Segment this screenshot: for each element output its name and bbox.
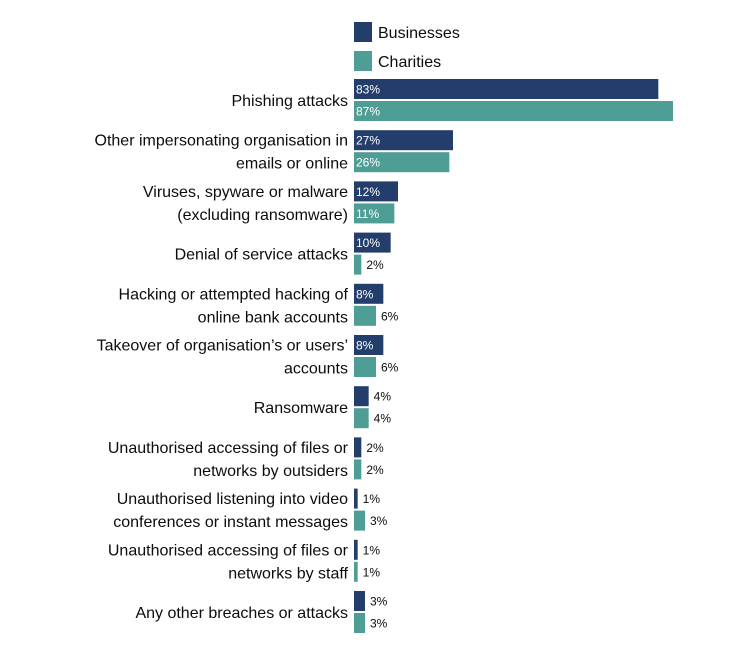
bars: 83% 87% 27% 26% 12% 11% 10% 2% 8% 6% 8% 6% 4% 4% 2% 2% 1… bbox=[354, 79, 673, 633]
category-label-line: (excluding ransomware) bbox=[177, 207, 348, 224]
bar-charities bbox=[354, 305, 376, 326]
category-label: Other impersonating organisation in email… bbox=[95, 133, 349, 173]
data-label-businesses: 3% bbox=[370, 595, 388, 609]
legend-label-charities: Charities bbox=[378, 54, 441, 71]
category-label-line: networks by staff bbox=[228, 565, 348, 582]
bar-businesses bbox=[354, 79, 659, 99]
bar-charities bbox=[354, 510, 365, 531]
category-label-line: Other impersonating organisation in bbox=[95, 133, 348, 150]
data-label-charities: 1% bbox=[363, 565, 381, 579]
bar-charities bbox=[354, 561, 358, 582]
data-label-businesses: 83% bbox=[356, 83, 380, 97]
category-label-line: Phishing attacks bbox=[231, 93, 348, 110]
bar-businesses bbox=[354, 283, 384, 304]
category-label: Any other breaches or attacks bbox=[135, 605, 348, 622]
category-label-line: Any other breaches or attacks bbox=[135, 605, 348, 622]
bar-businesses bbox=[354, 232, 391, 253]
data-label-charities: 11% bbox=[356, 207, 379, 221]
bar-charities bbox=[354, 254, 362, 275]
category-label-line: conferences or instant messages bbox=[113, 514, 348, 531]
category-label-line: Denial of service attacks bbox=[175, 247, 348, 264]
category-label-line: online bank accounts bbox=[198, 309, 348, 326]
bar-charities bbox=[354, 613, 365, 633]
category-label-line: Takeover of organisation’s or users’ bbox=[97, 338, 348, 355]
category-label-line: emails or online bbox=[236, 156, 348, 173]
data-label-charities: 2% bbox=[366, 463, 384, 477]
bar-charities bbox=[354, 408, 369, 429]
bar-businesses bbox=[354, 437, 362, 458]
bar-charities bbox=[354, 357, 376, 377]
data-label-charities: 2% bbox=[366, 258, 384, 272]
data-label-charities: 26% bbox=[356, 156, 380, 170]
data-label-charities: 4% bbox=[374, 412, 392, 426]
category-label: Denial of service attacks bbox=[175, 247, 348, 264]
bar-businesses bbox=[354, 591, 365, 611]
data-label-businesses: 4% bbox=[374, 390, 392, 404]
bar-charities bbox=[354, 459, 362, 480]
bar-businesses bbox=[354, 130, 453, 151]
bar-charities bbox=[354, 101, 673, 121]
data-label-businesses: 12% bbox=[356, 185, 380, 199]
category-label: Unauthorised accessing of files or networ… bbox=[108, 542, 349, 582]
category-label-line: Hacking or attempted hacking of bbox=[119, 286, 349, 303]
bar-businesses bbox=[354, 386, 369, 407]
category-label: Ransomware bbox=[254, 400, 348, 417]
data-label-charities: 3% bbox=[370, 514, 388, 528]
category-labels: Phishing attacks Other impersonating orga… bbox=[95, 93, 349, 622]
category-label-line: Viruses, spyware or malware bbox=[143, 184, 348, 201]
bar-businesses bbox=[354, 488, 358, 509]
bar-charities bbox=[354, 203, 395, 224]
data-label-charities: 3% bbox=[370, 617, 388, 631]
category-label: Viruses, spyware or malware (excluding ra… bbox=[143, 184, 348, 224]
data-label-businesses: 2% bbox=[366, 441, 384, 455]
category-label: Hacking or attempted hacking of online ba… bbox=[119, 286, 349, 326]
data-label-businesses: 1% bbox=[363, 543, 381, 557]
legend-label-businesses: Businesses bbox=[378, 25, 460, 42]
data-label-businesses: 8% bbox=[356, 339, 374, 353]
data-label-charities: 87% bbox=[356, 105, 380, 119]
category-label: Phishing attacks bbox=[231, 93, 348, 110]
legend-swatch-businesses bbox=[354, 22, 372, 42]
bar-businesses bbox=[354, 335, 384, 355]
category-label-line: accounts bbox=[284, 361, 348, 378]
category-label-line: networks by outsiders bbox=[193, 463, 348, 480]
bar-charities bbox=[354, 152, 450, 173]
legend-swatch-charities bbox=[354, 51, 372, 71]
category-label-line: Ransomware bbox=[254, 400, 348, 417]
category-label-line: Unauthorised listening into video bbox=[117, 491, 348, 508]
category-label: Unauthorised accessing of files or networ… bbox=[108, 440, 349, 480]
category-label-line: Unauthorised accessing of files or bbox=[108, 440, 349, 457]
legend: Businesses Charities bbox=[354, 22, 460, 71]
data-label-businesses: 8% bbox=[356, 287, 374, 301]
data-label-businesses: 10% bbox=[356, 236, 380, 250]
category-label: Takeover of organisation’s or users’ acco… bbox=[97, 338, 348, 378]
data-label-businesses: 27% bbox=[356, 134, 380, 148]
data-label-charities: 6% bbox=[381, 309, 399, 323]
category-label: Unauthorised listening into video confere… bbox=[113, 491, 348, 531]
bar-businesses bbox=[354, 539, 358, 560]
bar-businesses bbox=[354, 181, 398, 202]
data-label-businesses: 1% bbox=[363, 492, 381, 506]
category-label-line: Unauthorised accessing of files or bbox=[108, 542, 349, 559]
data-label-charities: 6% bbox=[381, 361, 399, 375]
